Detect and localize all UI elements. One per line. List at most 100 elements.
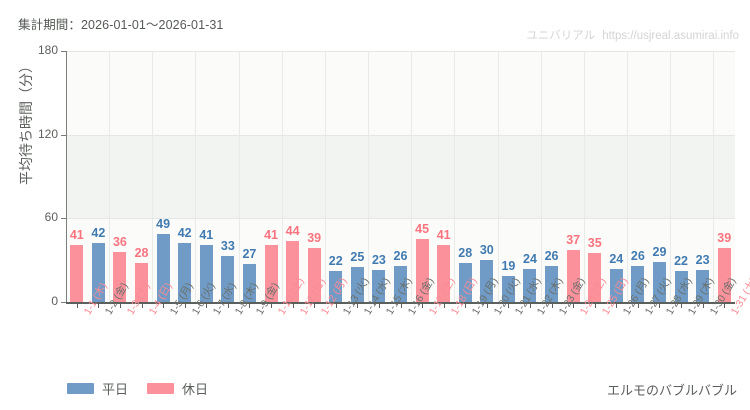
x-axis-line	[66, 302, 735, 304]
bar-value-label: 26	[393, 248, 408, 263]
gridline-x-10	[282, 51, 283, 302]
bar[interactable]	[221, 255, 235, 302]
bar[interactable]	[437, 244, 451, 302]
brand-watermark: ユニバリアル https://usjreal.asumirai.info	[526, 27, 739, 43]
x-tick-mark	[529, 303, 531, 308]
brand-url: https://usjreal.asumirai.info	[602, 30, 739, 42]
bar-value-label: 39	[717, 230, 732, 245]
x-tick-mark	[573, 303, 575, 308]
attraction-name: エルモのバブルバブル	[606, 383, 737, 398]
gridline-x-22	[541, 51, 542, 302]
bar[interactable]	[307, 247, 321, 302]
bar-value-label: 23	[695, 252, 710, 267]
bar-value-label: 49	[156, 216, 171, 231]
bar[interactable]	[264, 244, 278, 302]
bar-value-label: 41	[264, 227, 278, 242]
bar[interactable]	[696, 269, 710, 302]
x-tick-mark	[681, 303, 683, 308]
bar[interactable]	[70, 244, 84, 302]
gridline-x-4	[152, 51, 153, 302]
bar-value-label: 28	[458, 245, 473, 260]
y-tick-mark-120	[61, 134, 66, 136]
x-tick-mark	[702, 303, 704, 308]
brand-name: ユニバリアル	[526, 30, 596, 42]
gridline-x-24	[584, 51, 585, 302]
bar-value-label: 35	[587, 236, 602, 251]
bar[interactable]	[674, 271, 688, 302]
x-tick-mark	[98, 303, 100, 308]
y-tick-mark-60	[61, 218, 66, 220]
y-axis-title: 平均待ち時間（分）	[18, 59, 34, 185]
bar[interactable]	[652, 261, 666, 302]
legend-item-holiday[interactable]: 休日	[147, 379, 208, 398]
gridline-x-12	[325, 51, 326, 302]
y-tick-mark-180	[61, 51, 66, 52]
bar-value-label: 41	[436, 227, 451, 242]
x-tick-mark	[594, 303, 596, 308]
gridline-x-18	[454, 51, 455, 302]
bar[interactable]	[588, 253, 602, 302]
x-tick-mark	[465, 303, 467, 308]
x-tick-mark	[184, 303, 186, 308]
x-tick-mark	[119, 303, 121, 308]
bar[interactable]	[113, 251, 127, 302]
bar[interactable]	[350, 267, 364, 302]
x-tick-mark	[400, 303, 402, 308]
bar[interactable]	[178, 243, 192, 302]
x-tick-mark	[551, 303, 553, 308]
legend: 平日 休日	[67, 379, 208, 398]
x-tick-mark	[486, 303, 488, 308]
bar[interactable]	[156, 233, 170, 302]
gridline-y-120	[66, 134, 735, 136]
x-tick-mark	[249, 303, 251, 308]
x-tick-mark	[292, 303, 294, 308]
legend-swatch-weekday-icon	[67, 383, 94, 394]
y-tick-label-180: 180	[37, 43, 58, 57]
bar[interactable]	[286, 240, 300, 302]
x-tick-mark	[227, 303, 229, 308]
gridline-x-2	[109, 51, 110, 302]
bar[interactable]	[566, 250, 580, 302]
x-tick-mark	[76, 303, 78, 308]
bar-value-label: 29	[652, 244, 667, 259]
bar[interactable]	[631, 265, 645, 302]
bar[interactable]	[545, 265, 559, 302]
bar[interactable]	[480, 260, 494, 302]
bar[interactable]	[415, 239, 429, 302]
bar[interactable]	[135, 262, 149, 302]
bar[interactable]	[501, 275, 515, 302]
plot-band-60-120	[66, 134, 735, 219]
x-tick-mark	[724, 303, 726, 308]
gridline-y-60	[66, 218, 735, 220]
bar[interactable]	[372, 269, 386, 302]
bar[interactable]	[329, 271, 343, 302]
bar[interactable]	[458, 262, 472, 302]
y-tick-mark-0	[61, 302, 66, 303]
bar[interactable]	[199, 244, 213, 302]
bar-value-label: 41	[199, 227, 214, 242]
y-axis-line	[66, 51, 67, 302]
y-tick-label-120: 120	[37, 126, 58, 141]
plot-area	[66, 51, 735, 302]
bar[interactable]	[609, 268, 623, 302]
bar-value-label: 24	[609, 251, 624, 266]
period-title: 集計期間：2026-01-01〜2026-01-31	[18, 18, 224, 32]
bar-value-label: 27	[242, 247, 257, 262]
y-tick-label-60: 60	[44, 210, 58, 225]
bar[interactable]	[91, 243, 105, 302]
y-tick-label-0: 0	[51, 294, 58, 308]
gridline-x-28	[670, 51, 671, 302]
bar-value-label: 28	[134, 245, 149, 260]
bar-value-label: 39	[307, 230, 322, 245]
x-tick-mark	[443, 303, 445, 308]
bar[interactable]	[717, 247, 731, 302]
bar-value-label: 22	[328, 254, 343, 269]
legend-item-weekday[interactable]: 平日	[67, 379, 128, 398]
bar[interactable]	[394, 265, 407, 302]
bar[interactable]	[242, 264, 256, 302]
bar-value-label: 41	[69, 227, 84, 242]
bar[interactable]	[523, 268, 537, 302]
bar-value-label: 23	[371, 252, 386, 267]
x-tick-mark	[508, 303, 510, 308]
bar-value-label: 45	[415, 222, 430, 237]
